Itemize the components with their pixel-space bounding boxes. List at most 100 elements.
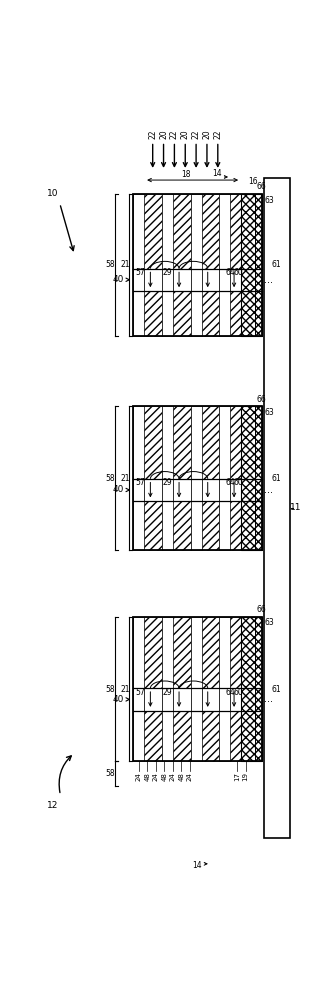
Bar <box>230 406 241 479</box>
Text: 19: 19 <box>243 772 249 781</box>
Bar <box>133 688 144 711</box>
Text: 24: 24 <box>187 772 193 781</box>
Text: 22: 22 <box>213 129 222 139</box>
Text: 40: 40 <box>113 485 124 494</box>
Text: 18: 18 <box>182 170 191 179</box>
Text: 66: 66 <box>256 182 266 191</box>
Bar <box>173 617 191 688</box>
Bar <box>241 479 255 501</box>
Bar <box>133 269 144 291</box>
Bar <box>133 194 262 336</box>
Bar <box>173 194 191 269</box>
Bar <box>144 406 162 479</box>
Bar <box>241 406 255 479</box>
Bar <box>202 291 219 336</box>
Text: 61: 61 <box>272 685 281 694</box>
Text: 22: 22 <box>192 129 201 139</box>
Bar <box>230 269 241 291</box>
Bar <box>241 501 255 550</box>
Bar <box>255 406 262 479</box>
Bar <box>133 479 144 501</box>
Bar <box>230 617 241 688</box>
Bar <box>219 711 230 761</box>
Bar <box>191 406 202 479</box>
Bar <box>264 178 290 838</box>
Text: 14: 14 <box>192 861 202 870</box>
Bar <box>191 291 202 336</box>
Bar <box>255 501 262 550</box>
Bar <box>241 291 255 336</box>
Text: 61: 61 <box>272 260 281 269</box>
Bar <box>241 711 255 761</box>
Text: 60: 60 <box>234 478 244 487</box>
Bar <box>255 688 262 711</box>
Bar <box>173 501 191 550</box>
Bar <box>230 479 241 501</box>
Bar <box>202 269 219 291</box>
Bar <box>162 688 173 711</box>
Bar <box>173 479 191 501</box>
Text: 64: 64 <box>225 478 235 487</box>
Text: 29: 29 <box>162 268 172 277</box>
Bar <box>133 617 262 761</box>
Bar <box>191 194 202 269</box>
Bar <box>133 501 144 550</box>
Text: 63: 63 <box>264 408 274 417</box>
Bar <box>241 194 255 269</box>
Text: 29: 29 <box>162 478 172 487</box>
Bar <box>202 711 219 761</box>
Text: 58: 58 <box>105 474 115 483</box>
Text: 64: 64 <box>225 688 235 697</box>
Text: 11: 11 <box>289 503 301 512</box>
Text: 24: 24 <box>170 772 176 781</box>
Bar <box>241 269 255 291</box>
Bar <box>173 711 191 761</box>
Bar <box>230 688 241 711</box>
Bar <box>173 688 191 711</box>
Bar <box>144 194 162 269</box>
Bar <box>162 617 173 688</box>
Bar <box>173 269 191 291</box>
Text: ...: ... <box>264 275 273 285</box>
Bar <box>255 291 262 336</box>
Bar <box>144 479 162 501</box>
Bar <box>173 291 191 336</box>
Bar <box>173 406 191 479</box>
Bar <box>219 501 230 550</box>
Bar <box>202 617 219 688</box>
Text: 20: 20 <box>181 129 190 139</box>
Text: 21: 21 <box>120 685 130 694</box>
Bar <box>162 406 173 479</box>
Text: ...: ... <box>264 485 273 495</box>
Bar <box>144 291 162 336</box>
Bar <box>191 617 202 688</box>
Bar <box>230 501 241 550</box>
Bar <box>255 194 262 269</box>
Text: 40: 40 <box>113 275 124 284</box>
Text: 16: 16 <box>248 177 258 186</box>
Bar <box>230 711 241 761</box>
Bar <box>162 501 173 550</box>
Text: 10: 10 <box>47 189 59 198</box>
Bar <box>241 688 255 711</box>
Text: 57: 57 <box>135 268 145 277</box>
Bar <box>162 711 173 761</box>
Text: 20: 20 <box>202 129 211 139</box>
Bar <box>162 194 173 269</box>
Bar <box>230 291 241 336</box>
Bar <box>219 479 230 501</box>
Bar <box>241 617 255 688</box>
Bar <box>133 617 144 688</box>
Text: 63: 63 <box>264 196 274 205</box>
Text: 58: 58 <box>105 685 115 694</box>
Bar <box>219 688 230 711</box>
Bar <box>219 617 230 688</box>
Text: 12: 12 <box>47 801 58 810</box>
Text: ...: ... <box>264 694 273 704</box>
Bar <box>202 501 219 550</box>
Bar <box>255 617 262 688</box>
Text: 20: 20 <box>159 129 168 139</box>
Bar <box>191 501 202 550</box>
Bar <box>144 269 162 291</box>
Bar <box>144 688 162 711</box>
